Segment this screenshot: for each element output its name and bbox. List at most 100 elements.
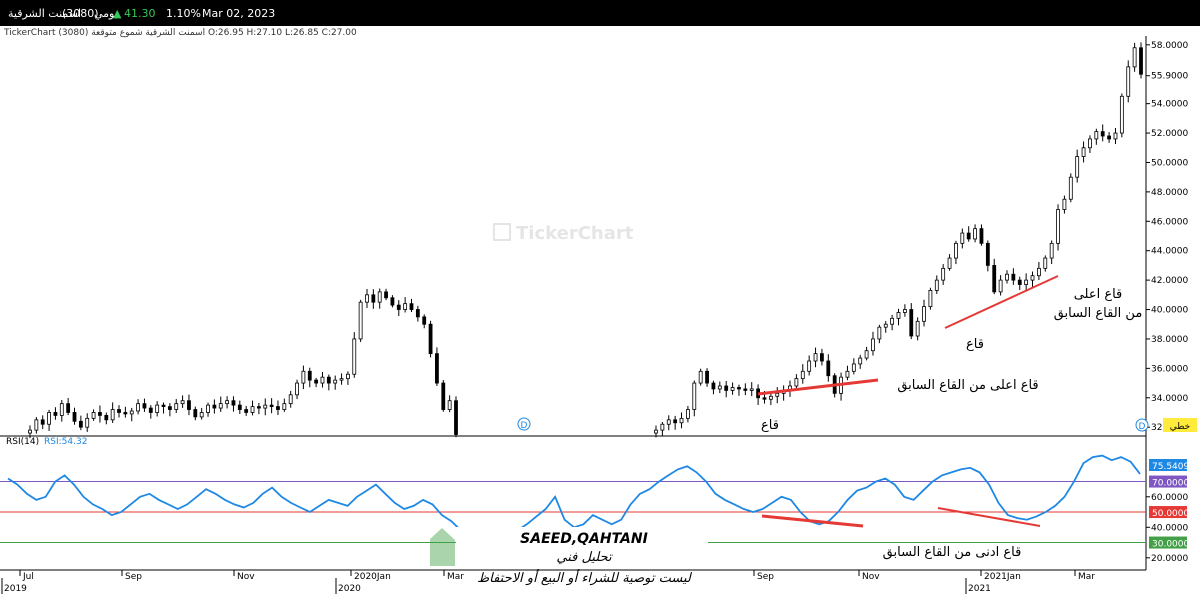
price-candle bbox=[314, 377, 319, 388]
time-tick-label: 2021Jan bbox=[984, 572, 1021, 582]
svg-text:30.0000: 30.0000 bbox=[1152, 540, 1189, 550]
price-candle bbox=[454, 396, 458, 438]
time-tick-label: Sep bbox=[125, 572, 142, 582]
svg-text:75.5409: 75.5409 bbox=[1152, 462, 1189, 472]
price-trendline[interactable] bbox=[944, 275, 1059, 329]
price-candle bbox=[409, 298, 414, 313]
price-candle bbox=[346, 371, 350, 385]
price-candle bbox=[123, 406, 128, 418]
price-candles bbox=[28, 42, 1143, 439]
price-candle bbox=[896, 308, 901, 326]
period-label[interactable]: يومي bbox=[94, 7, 118, 20]
price-candle bbox=[1011, 268, 1016, 285]
price-candle bbox=[428, 320, 433, 358]
price-candle bbox=[212, 399, 217, 414]
price-candle bbox=[1075, 149, 1080, 183]
dividend-marker[interactable]: D bbox=[1135, 418, 1149, 432]
rsi-title: RSI(14) bbox=[6, 437, 39, 447]
price-candle bbox=[794, 374, 799, 389]
price-candle bbox=[730, 382, 735, 395]
price-candle bbox=[871, 331, 875, 356]
price-candle bbox=[1113, 127, 1118, 145]
dividend-marker[interactable]: D bbox=[517, 417, 531, 431]
rsi-axis[interactable]: 60.0000 40.0000 20.0000 bbox=[1146, 493, 1188, 564]
price-tick-label: 58.0000 bbox=[1151, 41, 1188, 51]
price-tick-label: 54.0000 bbox=[1151, 100, 1188, 110]
price-candle bbox=[1005, 270, 1009, 284]
price-candle bbox=[371, 289, 376, 309]
rsi-tick-label: 40.0000 bbox=[1151, 523, 1188, 533]
price-candle bbox=[59, 399, 64, 422]
linear-scale-button[interactable]: خطي bbox=[1163, 418, 1197, 432]
price-tick-label: 50.0000 bbox=[1151, 158, 1188, 168]
rsi-legend: RSI:54.32 bbox=[44, 437, 87, 447]
price-candle bbox=[136, 399, 140, 415]
author-name: SAEED,QAHTANI bbox=[520, 531, 648, 547]
price-candle bbox=[941, 264, 946, 285]
price-candle bbox=[826, 354, 831, 382]
watermark: TickerChart bbox=[493, 223, 634, 244]
price-candle bbox=[447, 395, 452, 413]
symbol-name[interactable]: اسمنت الشرقية bbox=[8, 7, 82, 20]
price-tick-label: 42.0000 bbox=[1151, 276, 1188, 286]
price-candle bbox=[845, 365, 850, 381]
watermark-logo-icon bbox=[493, 223, 511, 241]
rsi-level-badge: 30.0000 bbox=[1149, 536, 1189, 550]
price-candle bbox=[155, 401, 160, 417]
price-candle bbox=[269, 398, 274, 414]
year-label: 2019 bbox=[4, 584, 27, 594]
price-tick-label: 55.9000 bbox=[1151, 72, 1188, 82]
time-tick-label: Mar bbox=[1078, 572, 1095, 582]
price-candle bbox=[1119, 93, 1124, 138]
rsi-trendline[interactable] bbox=[761, 514, 864, 528]
price-candle bbox=[295, 379, 299, 400]
price-candle bbox=[307, 367, 312, 388]
price-candle bbox=[1081, 141, 1086, 163]
annotation-trough: قاع bbox=[761, 418, 779, 433]
price-candle bbox=[679, 412, 684, 429]
price-candle bbox=[743, 383, 748, 396]
price-candle bbox=[167, 403, 172, 417]
price-candle bbox=[231, 396, 236, 412]
price-candle bbox=[148, 405, 153, 419]
price-candle bbox=[53, 407, 58, 420]
symbol-code: (3080) bbox=[62, 7, 99, 20]
author-overlay bbox=[456, 527, 708, 593]
price-trendline[interactable] bbox=[757, 378, 879, 396]
price-candle bbox=[1056, 204, 1060, 251]
svg-text:50.0000: 50.0000 bbox=[1152, 509, 1189, 519]
price-candle bbox=[85, 413, 90, 432]
price-candle bbox=[78, 415, 83, 431]
price-candle bbox=[40, 415, 45, 430]
price-candle bbox=[218, 396, 223, 412]
rsi-trendline[interactable] bbox=[937, 507, 1041, 527]
time-tick-label: Nov bbox=[237, 572, 255, 582]
disclaimer-text: ليست توصية للشراء أو البيع أو الاحتفاظ bbox=[477, 569, 693, 586]
price-candle bbox=[250, 400, 255, 416]
time-axis[interactable]: Jul Sep Nov 2020Jan Mar Sep Nov 2021Jan Mar 2019 2… bbox=[1, 570, 1095, 594]
price-candle bbox=[161, 402, 166, 414]
svg-text:D: D bbox=[1139, 422, 1146, 432]
price-candle bbox=[909, 303, 914, 340]
price-candle bbox=[180, 395, 185, 408]
price-candle bbox=[915, 317, 920, 341]
annotation-higher-low: قاع اعلى من القاع السابق bbox=[897, 378, 1038, 393]
date-label: Mar 02, 2023 bbox=[202, 7, 276, 20]
price-candle bbox=[877, 324, 882, 344]
price-candle bbox=[711, 380, 716, 395]
price-candle bbox=[244, 405, 249, 416]
watermark-text: TickerChart bbox=[516, 223, 634, 244]
price-axis[interactable]: 58.0000 55.9000 54.0000 52.0000 50.0000 48.00… bbox=[1146, 41, 1188, 433]
up-arrow-icon: ▲ bbox=[113, 7, 122, 20]
annotation-higher-low: قاع اعلى bbox=[1074, 287, 1123, 302]
price-tick-label: 40.0000 bbox=[1151, 306, 1188, 316]
rsi-last-value-badge: 75.5409 bbox=[1149, 459, 1189, 472]
price-candle bbox=[225, 396, 230, 409]
rsi-level-badge: 50.0000 bbox=[1149, 506, 1189, 519]
annotation-higher-low: من القاع السابق bbox=[1054, 306, 1143, 321]
price-candle bbox=[1062, 195, 1067, 214]
price-candle bbox=[422, 314, 427, 329]
price-candle bbox=[352, 332, 357, 378]
svg-text:خطي: خطي bbox=[1170, 422, 1190, 432]
price-candle bbox=[973, 224, 977, 243]
